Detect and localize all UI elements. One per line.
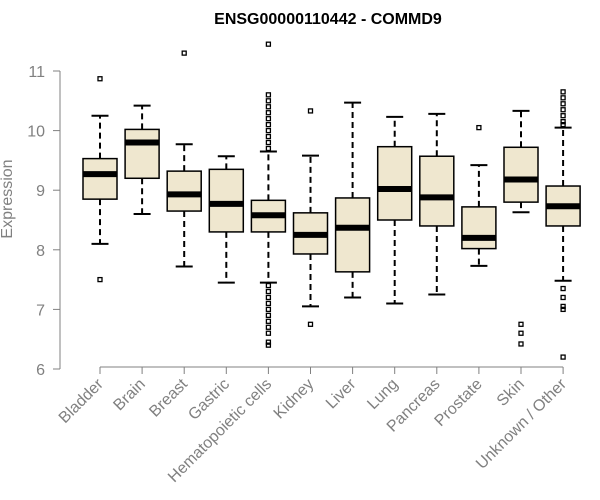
outlier-point bbox=[560, 107, 566, 113]
outlier-point bbox=[265, 98, 272, 104]
outlier-point bbox=[265, 116, 272, 122]
y-axis: 6 7 8 9 10 11 bbox=[27, 64, 61, 379]
outlier-point bbox=[518, 321, 524, 327]
box-group bbox=[82, 76, 118, 283]
iqr-box bbox=[208, 168, 245, 233]
iqr-box bbox=[166, 170, 202, 212]
box-group bbox=[292, 108, 329, 327]
outlier-point bbox=[265, 41, 272, 47]
iqr-box bbox=[461, 206, 497, 250]
outlier-point bbox=[560, 303, 566, 310]
y-tick-label: 11 bbox=[28, 64, 45, 81]
outlier-point bbox=[265, 133, 272, 140]
outlier-point bbox=[265, 282, 272, 289]
outlier-point bbox=[307, 321, 314, 327]
outlier-point bbox=[265, 306, 272, 313]
outlier-point bbox=[265, 339, 272, 345]
chart-title: ENSG00000110442 - COMMD9 bbox=[214, 11, 442, 28]
outlier-point bbox=[518, 341, 524, 347]
outlier-point bbox=[265, 121, 272, 128]
outlier-point bbox=[97, 76, 103, 82]
x-tick-label: Liver bbox=[323, 375, 360, 412]
x-tick-label: Bladder bbox=[56, 375, 107, 426]
iqr-box bbox=[503, 146, 539, 203]
outlier-point bbox=[265, 127, 272, 134]
iqr-box bbox=[124, 128, 160, 180]
iqr-box bbox=[419, 155, 455, 227]
outlier-point bbox=[265, 330, 272, 336]
iqr-box bbox=[334, 197, 371, 273]
outlier-point bbox=[307, 108, 314, 114]
outlier-point bbox=[265, 92, 272, 98]
x-tick-label: Lung bbox=[364, 376, 401, 413]
box-group bbox=[419, 112, 455, 296]
outlier-point bbox=[560, 306, 566, 313]
outlier-point bbox=[265, 300, 272, 307]
x-tick-label: Kidney bbox=[271, 376, 318, 423]
outlier-point bbox=[265, 104, 272, 110]
box-group bbox=[503, 109, 539, 347]
x-tick-label: Brain bbox=[110, 376, 148, 414]
outlier-point bbox=[265, 110, 272, 116]
outlier-point bbox=[265, 288, 272, 295]
y-tick-label: 6 bbox=[36, 362, 45, 379]
y-tick-label: 8 bbox=[36, 243, 45, 260]
outlier-point bbox=[560, 121, 566, 128]
iqr-box bbox=[376, 145, 413, 221]
outlier-point bbox=[560, 119, 566, 125]
outlier-point bbox=[560, 285, 566, 292]
outlier-point bbox=[560, 294, 566, 301]
box-group bbox=[461, 124, 497, 267]
outlier-point bbox=[265, 294, 272, 301]
outlier-point bbox=[560, 113, 566, 119]
boxes-group bbox=[82, 41, 581, 360]
box-group bbox=[545, 89, 581, 360]
y-tick-label: 9 bbox=[36, 183, 45, 200]
outlier-point bbox=[560, 101, 566, 107]
outlier-point bbox=[265, 145, 272, 152]
box-group bbox=[124, 104, 160, 216]
outlier-point bbox=[560, 89, 566, 95]
outlier-point bbox=[560, 95, 566, 101]
outlier-point bbox=[265, 342, 272, 348]
outlier-point bbox=[265, 324, 272, 330]
box-group bbox=[250, 41, 287, 348]
box-group bbox=[334, 101, 371, 299]
outlier-point bbox=[518, 330, 524, 336]
box-group bbox=[166, 50, 202, 268]
outlier-point bbox=[265, 312, 272, 319]
outlier-point bbox=[97, 276, 103, 283]
y-tick-label: 10 bbox=[27, 124, 45, 141]
outlier-point bbox=[265, 139, 272, 146]
box-group bbox=[376, 115, 413, 305]
outlier-point bbox=[265, 318, 272, 324]
x-tick-label: Skin bbox=[494, 376, 528, 410]
box-group bbox=[208, 155, 245, 284]
y-axis-label: Expression bbox=[0, 159, 16, 238]
x-tick-label: Prostate bbox=[432, 376, 486, 430]
iqr-box bbox=[82, 157, 118, 200]
x-tick-label: Breast bbox=[146, 375, 191, 420]
y-tick-label: 7 bbox=[36, 302, 45, 319]
outlier-point bbox=[181, 50, 187, 56]
outlier-point bbox=[476, 124, 482, 131]
outlier-point bbox=[560, 354, 566, 360]
